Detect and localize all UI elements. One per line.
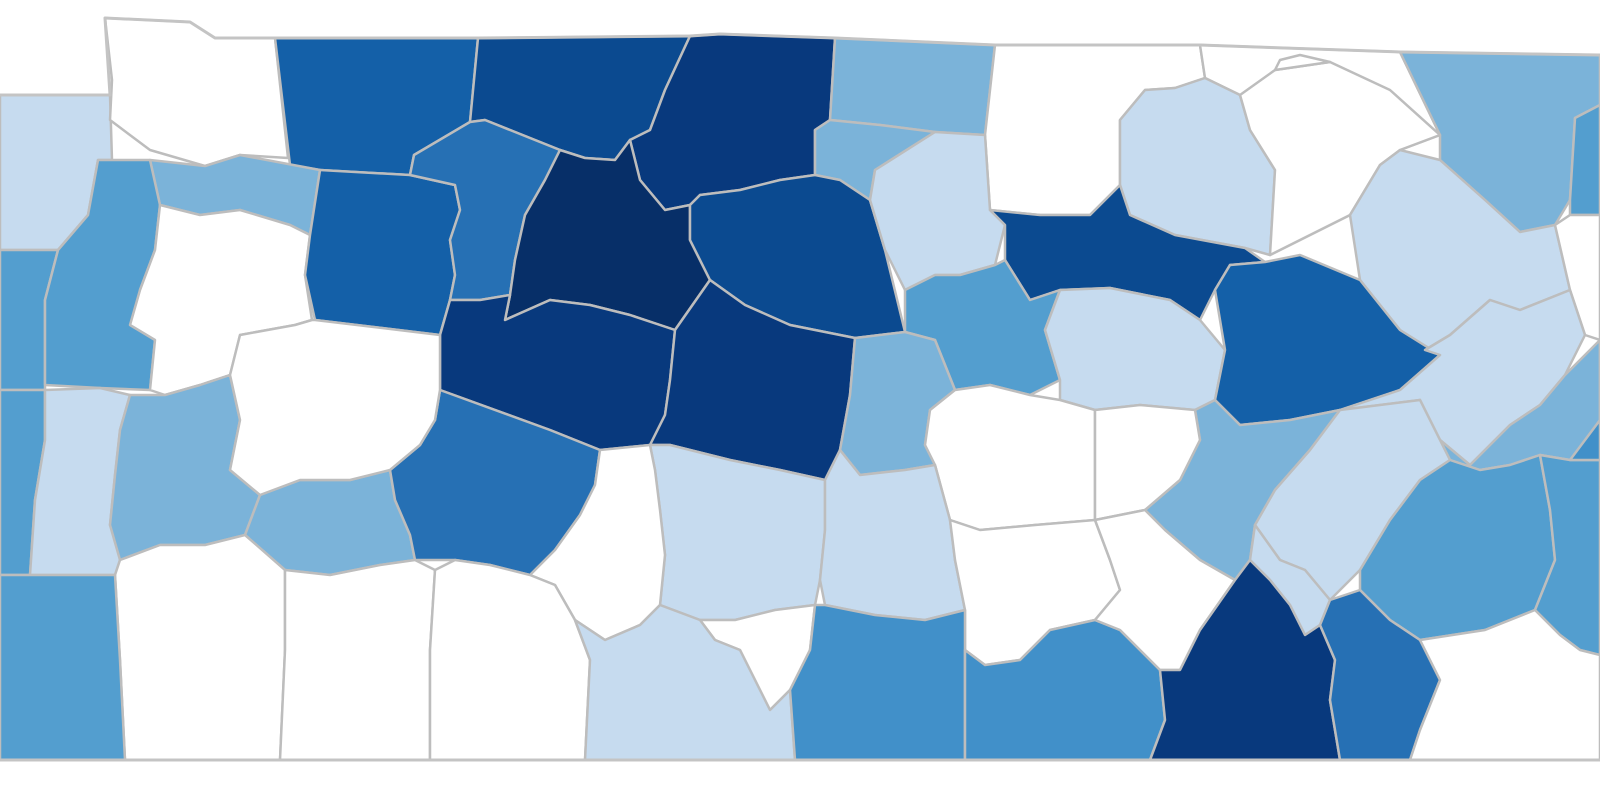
county-region	[228, 318, 442, 497]
county-region	[828, 36, 997, 137]
county-region	[278, 558, 437, 762]
county-region	[0, 573, 127, 762]
state-border-north	[0, 16, 1600, 97]
county-region	[303, 168, 462, 337]
county-region	[1408, 608, 1600, 762]
county-region	[1568, 338, 1600, 462]
county-region	[788, 603, 967, 762]
county-layer	[0, 16, 1600, 762]
county-region	[923, 383, 1097, 532]
county-region	[113, 533, 287, 762]
county-region	[1568, 103, 1600, 217]
county-region	[1093, 403, 1202, 522]
county-region	[1273, 53, 1332, 72]
